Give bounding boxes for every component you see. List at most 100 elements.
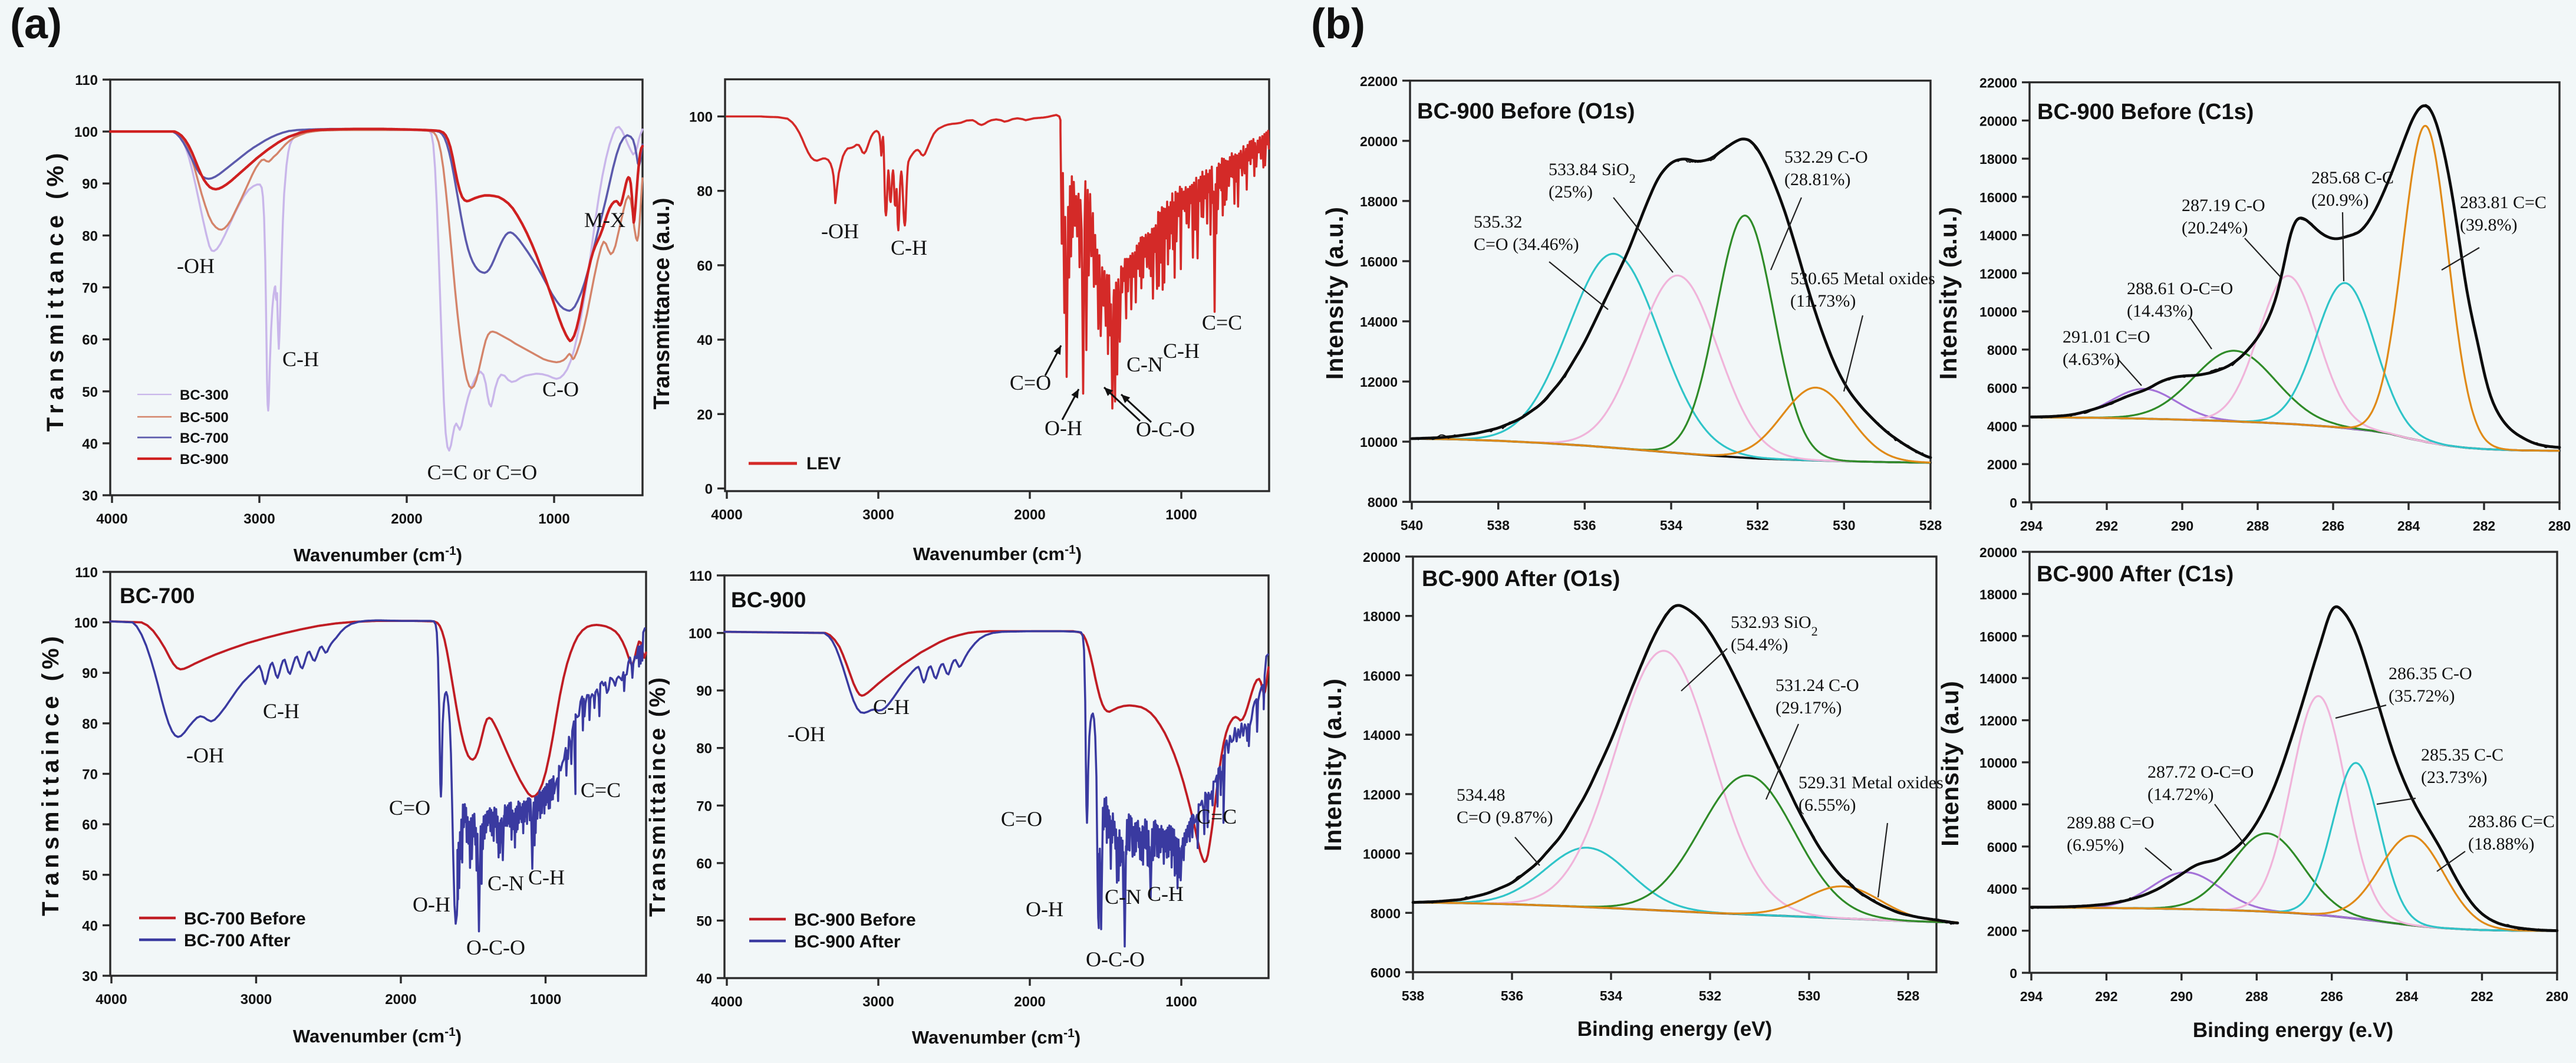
svg-text:284: 284 (2397, 518, 2420, 534)
svg-text:22000: 22000 (1360, 74, 1398, 89)
svg-text:Transmittaince (%): Transmittaince (%) (645, 675, 670, 917)
svg-text:60: 60 (696, 856, 712, 872)
svg-text:Wavenumber (cm-1): Wavenumber (cm-1) (293, 1025, 462, 1047)
svg-text:50: 50 (82, 868, 98, 884)
svg-text:100: 100 (689, 110, 713, 126)
svg-text:Intensity (a.u.): Intensity (a.u.) (1935, 206, 1962, 380)
svg-text:Transmittaince (%): Transmittaince (%) (38, 632, 64, 916)
svg-text:C-H: C-H (263, 699, 299, 723)
svg-text:532: 532 (1699, 988, 1721, 1003)
svg-text:BC-700: BC-700 (180, 430, 229, 446)
svg-text:1000: 1000 (1165, 994, 1197, 1010)
svg-text:280: 280 (2546, 989, 2568, 1004)
svg-text:0: 0 (2010, 495, 2017, 511)
svg-text:287.72 O-C=O: 287.72 O-C=O (2147, 762, 2254, 782)
svg-text:1000: 1000 (530, 992, 561, 1008)
svg-text:291.01 C=O: 291.01 C=O (2063, 327, 2150, 347)
svg-text:538: 538 (1402, 988, 1425, 1003)
svg-text:20: 20 (697, 407, 713, 423)
svg-text:530: 530 (1833, 518, 1855, 533)
svg-text:12000: 12000 (1979, 266, 2017, 281)
svg-text:6000: 6000 (1371, 965, 1401, 980)
svg-text:50: 50 (82, 384, 98, 400)
svg-text:282: 282 (2470, 989, 2493, 1004)
svg-text:-OH: -OH (788, 722, 825, 746)
svg-text:10000: 10000 (1360, 435, 1398, 450)
svg-text:292: 292 (2095, 989, 2117, 1004)
svg-text:2000: 2000 (391, 511, 422, 527)
svg-text:60: 60 (82, 333, 98, 348)
svg-text:288: 288 (2245, 989, 2268, 1004)
svg-text:6000: 6000 (1987, 840, 2017, 855)
svg-text:280: 280 (2548, 518, 2571, 534)
svg-text:16000: 16000 (1979, 190, 2017, 205)
svg-text:288: 288 (2246, 518, 2269, 534)
svg-text:534: 534 (1660, 518, 1683, 533)
svg-text:534.48: 534.48 (1457, 785, 1506, 805)
svg-text:Intensity (a.u): Intensity (a.u) (1936, 680, 1964, 847)
svg-text:6000: 6000 (1987, 381, 2017, 396)
svg-text:286.35 C-O: 286.35 C-O (2389, 664, 2472, 683)
svg-text:10000: 10000 (1979, 304, 2017, 320)
svg-text:18000: 18000 (1363, 609, 1401, 624)
svg-text:100: 100 (689, 626, 712, 642)
svg-text:60: 60 (697, 258, 713, 274)
svg-text:Wavenumber (cm-1): Wavenumber (cm-1) (913, 543, 1082, 565)
svg-text:70: 70 (82, 281, 98, 297)
svg-text:O-C-O: O-C-O (1086, 947, 1145, 971)
svg-text:536: 536 (1501, 988, 1523, 1003)
svg-text:2000: 2000 (1987, 924, 2017, 939)
svg-text:40: 40 (82, 436, 98, 452)
svg-text:14000: 14000 (1979, 671, 2017, 686)
svg-text:-OH: -OH (186, 743, 224, 767)
svg-text:30: 30 (82, 969, 98, 985)
svg-text:BC-300: BC-300 (180, 387, 229, 403)
svg-text:290: 290 (2171, 518, 2193, 534)
svg-text:BC-900 After (O1s): BC-900 After (O1s) (1422, 567, 1620, 591)
svg-text:C-H: C-H (528, 865, 565, 889)
svg-text:O-H: O-H (1026, 897, 1063, 921)
svg-text:534: 534 (1600, 988, 1623, 1003)
svg-text:529.31 Metal oxides: 529.31 Metal oxides (1798, 773, 1943, 792)
svg-text:C=O: C=O (389, 796, 430, 820)
svg-text:532.29 C-O: 532.29 C-O (1784, 147, 1868, 167)
svg-text:Transmittance (a.u.): Transmittance (a.u.) (650, 198, 674, 410)
svg-text:BC-900: BC-900 (731, 588, 806, 612)
svg-text:12000: 12000 (1363, 787, 1401, 802)
svg-text:(54.4%): (54.4%) (1731, 635, 1788, 654)
svg-text:Binding energy (eV): Binding energy (eV) (1577, 1018, 1773, 1041)
svg-text:2000: 2000 (385, 992, 416, 1008)
svg-text:10000: 10000 (1363, 847, 1401, 862)
svg-text:528: 528 (1897, 988, 1920, 1003)
svg-text:C-H: C-H (1163, 339, 1200, 363)
svg-text:540: 540 (1401, 518, 1423, 533)
svg-text:(4.63%): (4.63%) (2063, 350, 2120, 369)
svg-text:4000: 4000 (95, 992, 127, 1008)
svg-text:1000: 1000 (538, 511, 569, 527)
svg-text:80: 80 (697, 184, 713, 200)
svg-text:(a): (a) (10, 1, 62, 48)
svg-text:BC-900 Before (C1s): BC-900 Before (C1s) (2037, 100, 2254, 124)
svg-text:4000: 4000 (1987, 419, 2017, 435)
svg-text:C-H: C-H (873, 695, 910, 719)
svg-text:14000: 14000 (1360, 314, 1398, 330)
svg-text:40: 40 (696, 971, 712, 987)
svg-text:Intensity (a.u.): Intensity (a.u.) (1321, 206, 1348, 380)
svg-text:(23.73%): (23.73%) (2421, 768, 2487, 787)
svg-text:289.88 C=O: 289.88 C=O (2067, 813, 2155, 832)
svg-text:20000: 20000 (1363, 549, 1401, 565)
svg-text:C=C: C=C (1197, 805, 1237, 828)
svg-text:-OH: -OH (821, 219, 859, 243)
svg-text:C-H: C-H (891, 236, 927, 259)
svg-text:C=O (9.87%): C=O (9.87%) (1457, 808, 1553, 827)
svg-text:2000: 2000 (1987, 457, 2017, 472)
svg-text:BC-900 After (C1s): BC-900 After (C1s) (2037, 562, 2234, 587)
svg-text:BC-700 Before: BC-700 Before (184, 909, 306, 929)
svg-text:22000: 22000 (1979, 75, 2017, 91)
svg-text:C=C or C=O: C=C or C=O (427, 460, 538, 484)
svg-text:C-H: C-H (1147, 882, 1184, 906)
svg-text:2000: 2000 (1014, 507, 1045, 523)
svg-text:14000: 14000 (1363, 728, 1401, 743)
svg-text:12000: 12000 (1360, 374, 1398, 390)
svg-text:285.35 C-C: 285.35 C-C (2421, 745, 2503, 765)
